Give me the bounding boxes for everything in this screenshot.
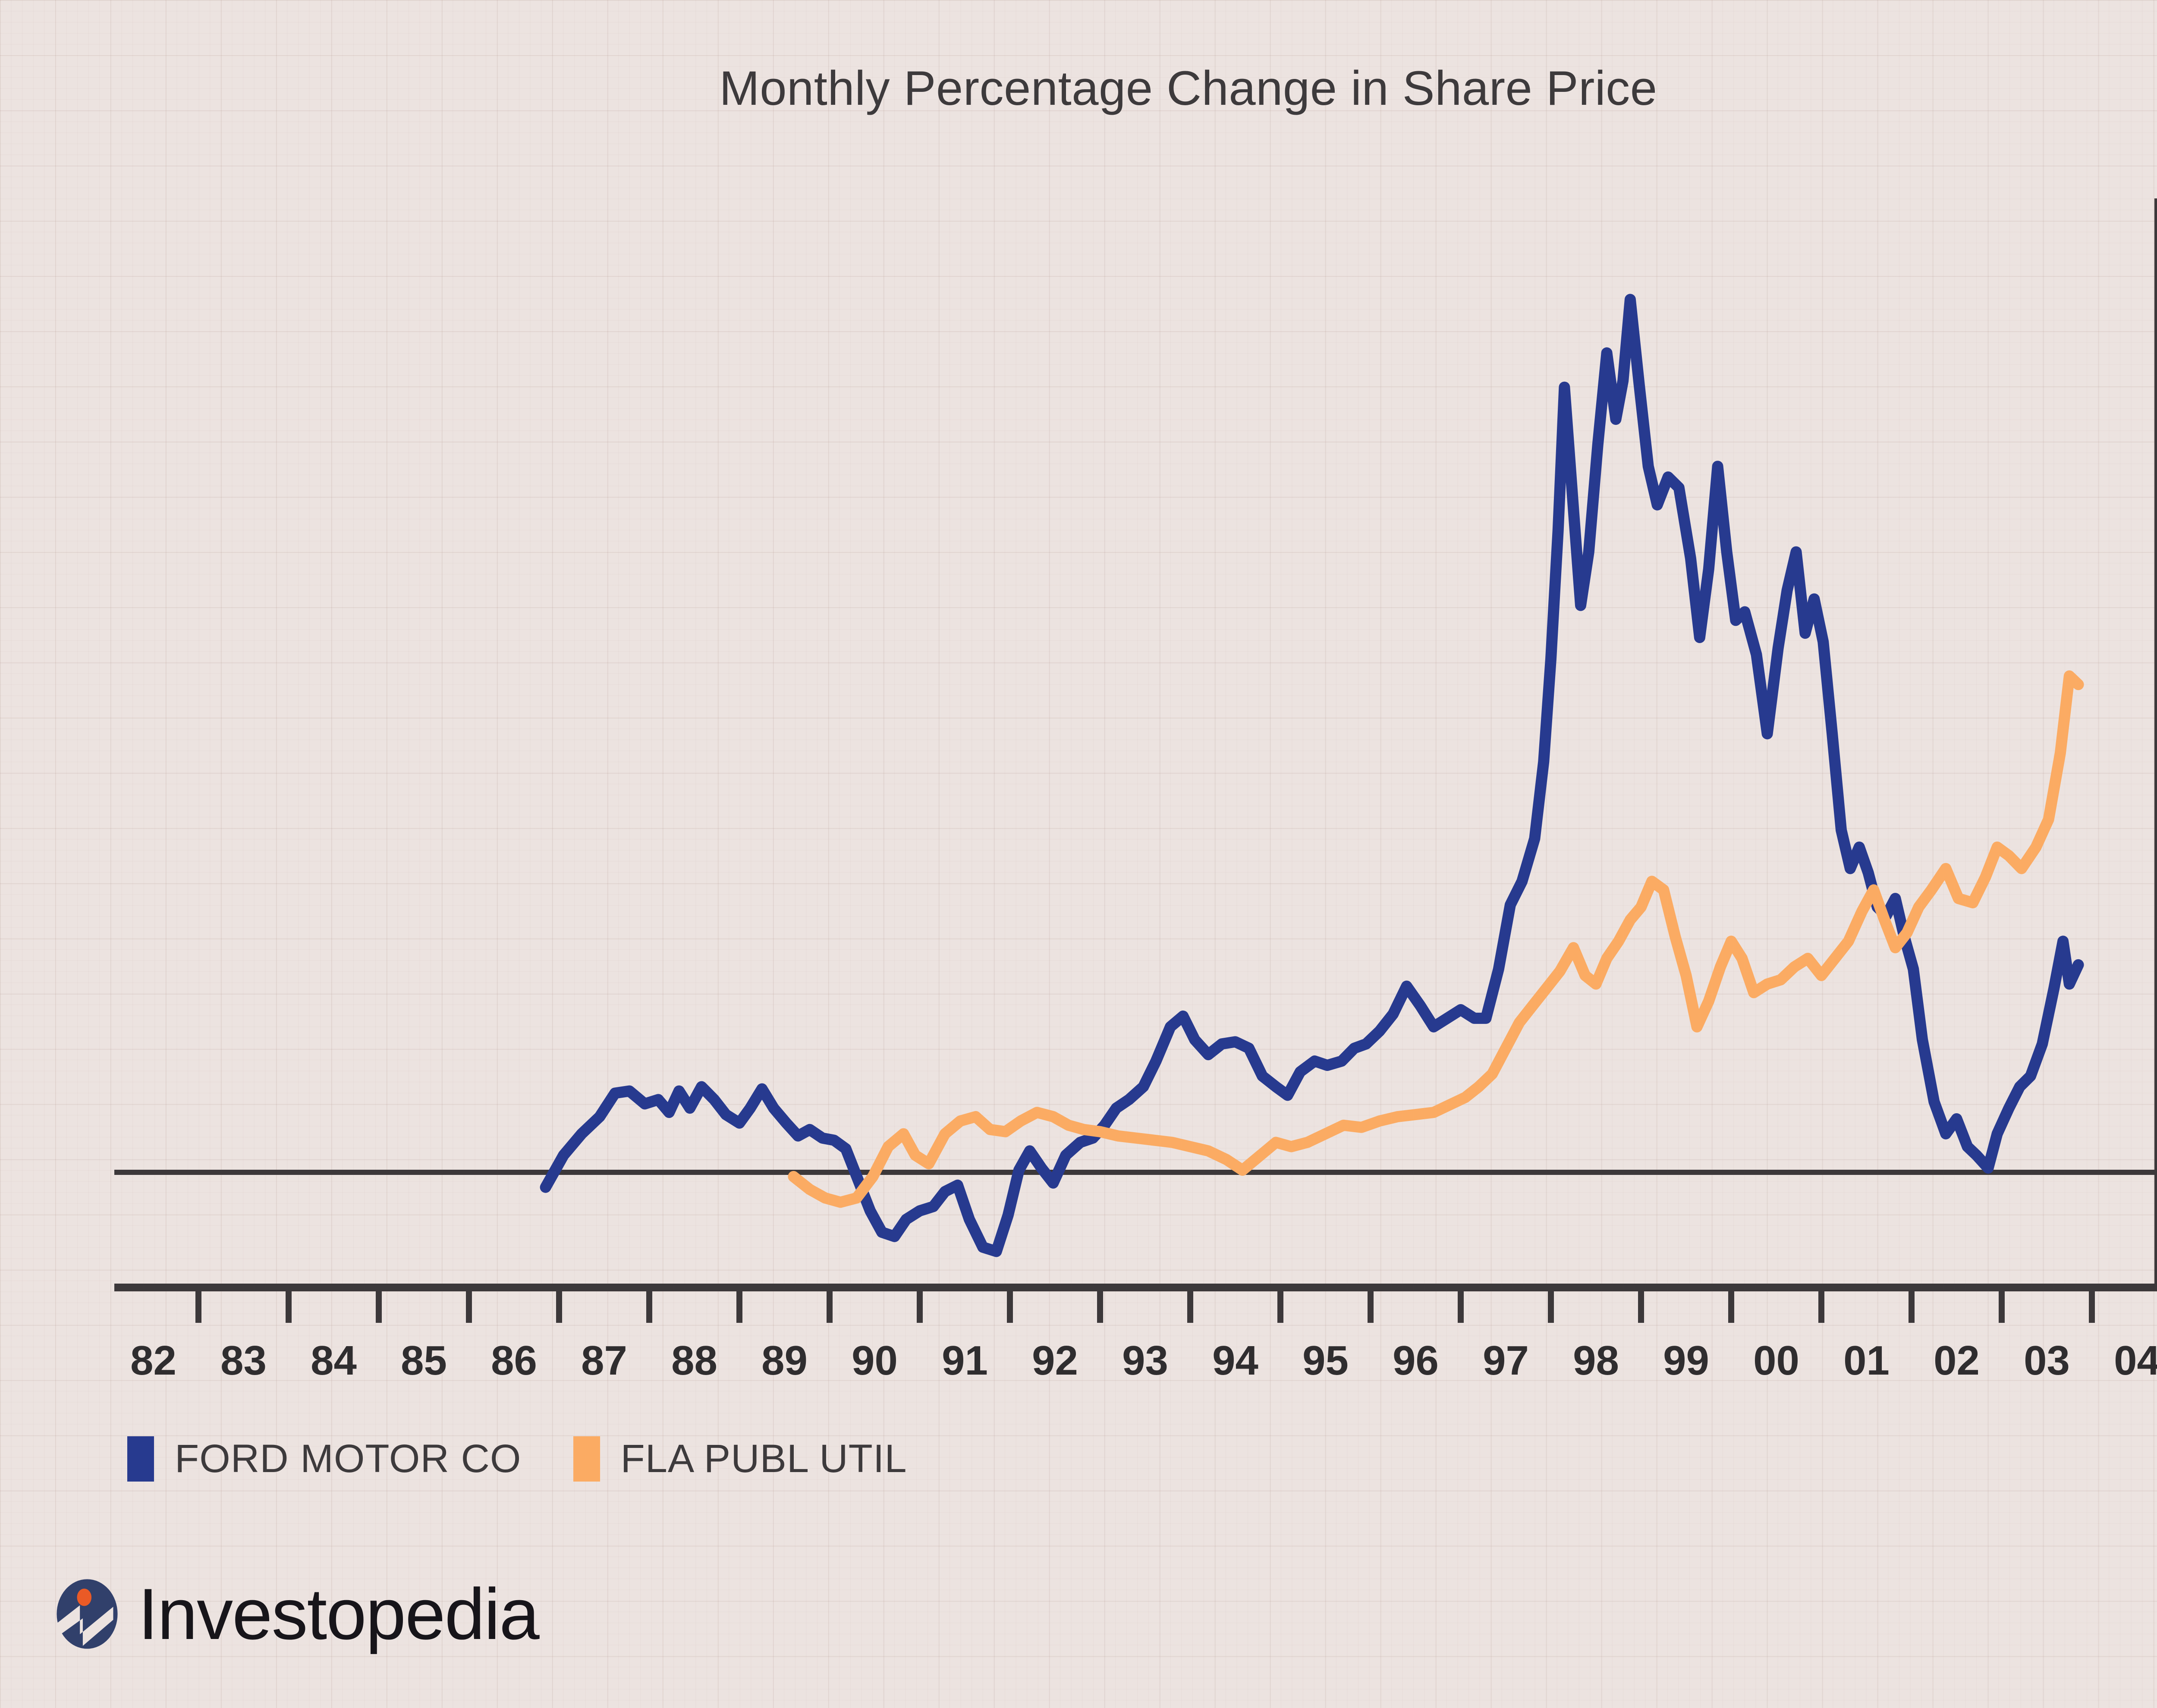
- series-group: [540, 294, 2084, 1257]
- investopedia-wordmark: Investopedia: [138, 1573, 540, 1655]
- x-axis-label: 04: [2114, 1338, 2157, 1384]
- x-axis-label: 82: [130, 1338, 176, 1384]
- chart-title: Monthly Percentage Change in Share Price: [719, 61, 1657, 115]
- x-axis-label: 97: [1483, 1338, 1529, 1384]
- x-axis-label: 98: [1573, 1338, 1619, 1384]
- legend-item[interactable]: FLA PUBL UTIL: [573, 1436, 907, 1482]
- x-axis-label: 01: [1843, 1338, 1890, 1384]
- x-axis-label: 89: [761, 1338, 808, 1384]
- legend-label: FORD MOTOR CO: [175, 1437, 522, 1481]
- x-axis-label: 91: [942, 1338, 988, 1384]
- legend-label: FLA PUBL UTIL: [620, 1437, 907, 1481]
- series-line-fla-publ-util: [788, 670, 2084, 1208]
- x-axis-label: 88: [671, 1338, 717, 1384]
- x-axis-label: 00: [1753, 1338, 1799, 1384]
- x-axis-label: 03: [2024, 1338, 2070, 1384]
- x-axis-label: 85: [401, 1338, 447, 1384]
- investopedia-logo: Investopedia: [51, 1573, 540, 1655]
- x-axis-label: 93: [1122, 1338, 1168, 1384]
- legend-swatch-icon: [573, 1436, 600, 1482]
- axis-group: [114, 198, 2157, 1323]
- chart-legend: FORD MOTOR CO FLA PUBL UTIL: [127, 1436, 907, 1482]
- x-axis-label: 90: [852, 1338, 898, 1384]
- x-axis-label: 92: [1032, 1338, 1078, 1384]
- x-axis-label: 96: [1393, 1338, 1439, 1384]
- x-axis-label: 99: [1663, 1338, 1709, 1384]
- x-axis-label: 94: [1212, 1338, 1258, 1384]
- x-axis-label: 86: [491, 1338, 537, 1384]
- x-axis-label: 83: [220, 1338, 267, 1384]
- x-axis-label: 84: [311, 1338, 357, 1384]
- series-line-ford-motor-co: [540, 294, 2084, 1257]
- x-axis-label: 95: [1302, 1338, 1349, 1384]
- investopedia-mark-icon: [57, 1579, 118, 1649]
- x-axis-label: 87: [581, 1338, 627, 1384]
- x-axis-label: 02: [1934, 1338, 1980, 1384]
- legend-swatch-icon: [127, 1436, 154, 1482]
- legend-item[interactable]: FORD MOTOR CO: [127, 1436, 522, 1482]
